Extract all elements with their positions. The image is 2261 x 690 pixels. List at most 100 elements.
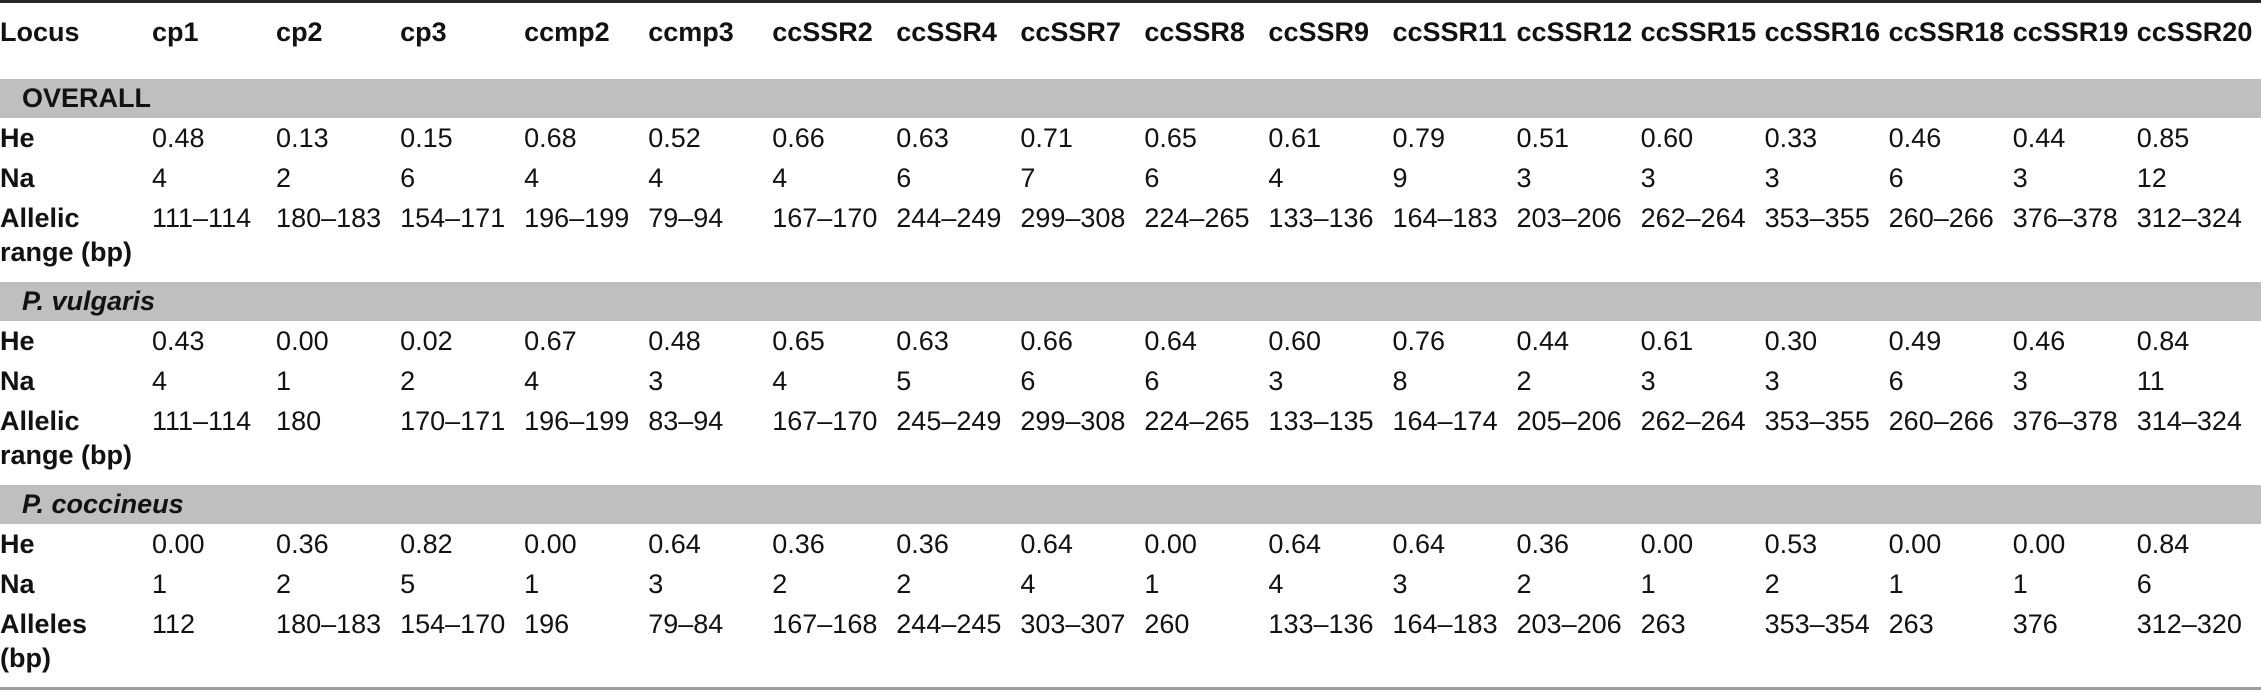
- cell: 224–265: [1144, 406, 1250, 436]
- cell: 180–183: [276, 604, 401, 690]
- cell: 111–114: [152, 406, 252, 436]
- column-header: ccSSR8: [1144, 0, 1269, 75]
- column-header: ccSSR15: [1640, 0, 1765, 75]
- cell: 111–114: [152, 203, 252, 233]
- cell: 5: [400, 569, 416, 599]
- column-header: ccSSR20: [2136, 0, 2261, 75]
- cell: 1: [1144, 569, 1160, 599]
- cell: 0.64: [1020, 529, 1073, 559]
- cell: 164–183: [1392, 203, 1498, 233]
- cell: 376–378: [2012, 406, 2118, 436]
- column-header: cp1: [152, 0, 277, 75]
- table-row: He 0.00 0.36 0.82 0.00 0.64 0.36 0.36 0.64 0.00 0.…: [0, 524, 2261, 564]
- column-header: ccSSR19: [2012, 0, 2137, 75]
- cell: 2: [896, 569, 912, 599]
- cell: 83–94: [648, 406, 724, 436]
- cell: 9: [1392, 163, 1408, 193]
- cell: 0.85: [2136, 123, 2190, 153]
- cell: 79–94: [648, 203, 724, 233]
- cell: 0.48: [648, 326, 701, 356]
- header-row: Locus cp1 cp2 cp3 ccmp2 ccmp3 ccSSR2 ccSSR4 ccSS…: [0, 0, 2261, 75]
- cell: 260–266: [1888, 406, 1994, 436]
- cell: 353–355: [1764, 406, 1870, 436]
- cell: 6: [400, 163, 416, 193]
- cell: 0.67: [524, 326, 577, 356]
- cell: 203–206: [1516, 604, 1641, 690]
- cell: 8: [1392, 366, 1408, 396]
- cell: 353–355: [1764, 203, 1870, 233]
- cell: 2: [276, 569, 292, 599]
- cell: 0.36: [896, 529, 949, 559]
- cell: 0.02: [400, 326, 453, 356]
- cell: 0.61: [1268, 123, 1321, 153]
- cell: 260–266: [1888, 203, 1994, 233]
- column-header: ccSSR18: [1888, 0, 2013, 75]
- cell: 4: [524, 163, 540, 193]
- table-row: Na 1 2 5 1 3 2 2 4 1 4 3 2 1 2 1 1 6: [0, 564, 2261, 604]
- cell: 196–199: [524, 203, 630, 233]
- row-label: Na: [0, 569, 35, 599]
- cell: 0.66: [772, 123, 825, 153]
- section-band-row: OVERALL: [0, 69, 2261, 118]
- cell: 0.46: [2012, 326, 2066, 356]
- cell: 376–378: [2012, 203, 2118, 233]
- cell: 0.00: [1888, 529, 1942, 559]
- cell: 0.46: [1888, 123, 1942, 153]
- row-label: He: [0, 529, 35, 559]
- table-row: Na 4 2 6 4 4 4 6 7 6 4 9 3 3 3 6 3 12: [0, 158, 2261, 198]
- cell: 112: [152, 604, 277, 690]
- column-header: ccSSR2: [772, 0, 897, 75]
- cell: 0.84: [2136, 529, 2190, 559]
- cell: 353–354: [1764, 604, 1889, 690]
- row-label: He: [0, 123, 35, 153]
- cell: 167–170: [772, 203, 878, 233]
- cell: 0.63: [896, 326, 949, 356]
- column-header: ccmp2: [524, 0, 649, 75]
- cell: 2: [1516, 366, 1532, 396]
- cell: 4: [524, 366, 540, 396]
- row-label: He: [0, 326, 35, 356]
- cell: 1: [524, 569, 540, 599]
- cell: 244–249: [896, 203, 1002, 233]
- row-label: Allelic range (bp): [0, 406, 132, 470]
- cell: 6: [1020, 366, 1036, 396]
- cell: 2: [1764, 569, 1780, 599]
- row-label: Allelic range (bp): [0, 203, 132, 267]
- cell: 0.33: [1764, 123, 1818, 153]
- column-header: cp2: [276, 0, 401, 75]
- table-body: OVERALL He 0.48 0.13 0.15 0.68 0.52 0.66 0.63 0.7…: [0, 69, 2261, 690]
- cell: 0.44: [2012, 123, 2066, 153]
- cell: 0.65: [772, 326, 825, 356]
- section-title: OVERALL: [22, 83, 152, 113]
- cell: 4: [1268, 569, 1284, 599]
- table-row: He 0.48 0.13 0.15 0.68 0.52 0.66 0.63 0.71 0.65 0.…: [0, 118, 2261, 158]
- column-header: ccSSR9: [1268, 0, 1393, 75]
- cell: 6: [1888, 366, 1904, 396]
- cell: 154–171: [400, 203, 506, 233]
- cell: 244–245: [896, 604, 1021, 690]
- cell: 0.00: [1640, 529, 1694, 559]
- cell: 167–170: [772, 406, 878, 436]
- cell: 314–324: [2136, 406, 2242, 436]
- cell: 0.64: [1392, 529, 1446, 559]
- column-header: ccSSR4: [896, 0, 1021, 75]
- cell: 0.00: [524, 529, 577, 559]
- cell: 0.36: [276, 529, 329, 559]
- cell: 196–199: [524, 406, 630, 436]
- cell: 0.65: [1144, 123, 1197, 153]
- cell: 164–174: [1392, 406, 1498, 436]
- cell: 133–136: [1268, 604, 1393, 690]
- cell: 299–308: [1020, 203, 1126, 233]
- column-header: ccSSR16: [1764, 0, 1889, 75]
- cell: 0.71: [1020, 123, 1073, 153]
- cell: 376: [2012, 604, 2137, 690]
- cell: 262–264: [1640, 203, 1746, 233]
- cell: 3: [2012, 163, 2028, 193]
- cell: 11: [2136, 366, 2165, 396]
- table-row: Alleles (bp) 112 180–183 154–170 196 79–84 167…: [0, 604, 2261, 690]
- section-title: P. vulgaris: [22, 286, 156, 316]
- cell: 0.00: [276, 326, 329, 356]
- cell: 0.53: [1764, 529, 1818, 559]
- cell: 2: [772, 569, 788, 599]
- cell: 7: [1020, 163, 1036, 193]
